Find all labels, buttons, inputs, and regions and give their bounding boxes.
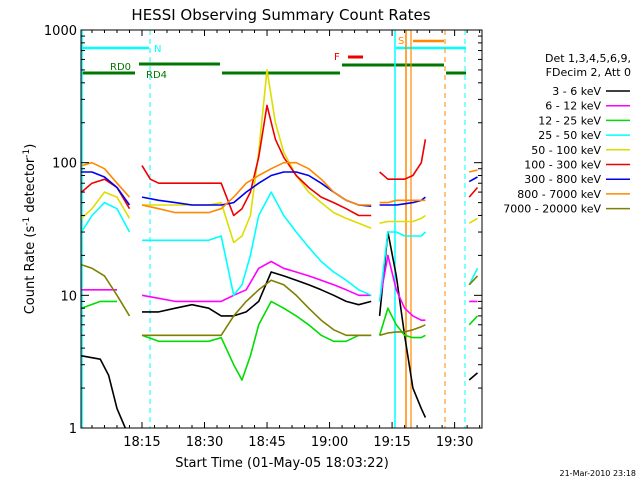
annotation-label: N bbox=[154, 44, 161, 55]
legend-entry-label: 6 - 12 keV bbox=[545, 100, 601, 113]
y-axis-label-sup2: -1 bbox=[22, 149, 32, 158]
legend-entry-label: 7000 - 20000 keV bbox=[503, 203, 601, 216]
legend-entry-label: 300 - 800 keV bbox=[524, 173, 601, 186]
annotation-label: RD4 bbox=[146, 70, 167, 81]
footer-timestamp: 21-Mar-2010 23:18 bbox=[560, 469, 637, 478]
y-axis-label-part2: detector bbox=[23, 157, 38, 217]
chart-title: HESSI Observing Summary Count Rates bbox=[131, 6, 430, 24]
x-tick-label: 19:00 bbox=[311, 435, 348, 450]
legend-header-line1: Det 1,3,4,5,6,9, bbox=[545, 52, 631, 65]
series-line bbox=[80, 191, 479, 302]
series-lines bbox=[80, 69, 479, 429]
y-tick-label: 1 bbox=[69, 422, 77, 437]
x-tick-label: 18:15 bbox=[123, 435, 160, 450]
series-line bbox=[81, 161, 478, 214]
y-axis-label-part3: ) bbox=[23, 144, 38, 149]
y-axis-ticks: 1 10 100 1000 bbox=[44, 24, 482, 437]
x-tick-label: 18:30 bbox=[186, 435, 223, 450]
legend-entry-label: 12 - 25 keV bbox=[538, 114, 601, 127]
legend-entry-label: 100 - 300 keV bbox=[524, 159, 601, 172]
x-axis-ticks: 18:15 18:30 18:45 19:00 19:15 19:30 bbox=[91, 30, 481, 450]
x-tick-label: 19:15 bbox=[373, 435, 410, 450]
series-line bbox=[81, 171, 478, 207]
series-line bbox=[80, 69, 478, 244]
y-tick-label: 100 bbox=[52, 157, 77, 172]
legend-entry-label: 800 - 7000 keV bbox=[517, 188, 601, 201]
y-axis-label: Count Rate (s-1 detector-1) bbox=[22, 144, 38, 315]
series-line bbox=[81, 264, 479, 337]
legend: Det 1,3,4,5,6,9, FDecim 2, Att 0 3 - 6 k… bbox=[503, 52, 631, 216]
x-axis-label: Start Time (01-May-05 18:03:22) bbox=[175, 456, 389, 471]
x-tick-label: 19:30 bbox=[436, 435, 473, 450]
annotation-label: S bbox=[398, 36, 404, 47]
legend-entry-label: 50 - 100 keV bbox=[531, 144, 601, 157]
legend-header-line2: FDecim 2, Att 0 bbox=[546, 66, 631, 79]
series-line bbox=[81, 300, 479, 381]
y-axis-label-sup1: -1 bbox=[22, 217, 32, 226]
y-tick-label: 10 bbox=[60, 289, 77, 304]
series-line bbox=[81, 254, 478, 321]
legend-entry-label: 3 - 6 keV bbox=[552, 85, 601, 98]
y-tick-label: 1000 bbox=[44, 24, 77, 39]
mode-annotations: N RD0 RD4 F S bbox=[81, 30, 466, 428]
annotation-label: RD0 bbox=[110, 62, 131, 73]
series-line bbox=[81, 231, 479, 429]
x-tick-label: 18:45 bbox=[248, 435, 285, 450]
plot-frame bbox=[80, 29, 483, 429]
series-line bbox=[80, 104, 479, 217]
annotation-label: F bbox=[334, 52, 340, 63]
y-axis-label-part1: Count Rate (s bbox=[23, 226, 38, 315]
legend-entry-label: 25 - 50 keV bbox=[538, 129, 601, 142]
